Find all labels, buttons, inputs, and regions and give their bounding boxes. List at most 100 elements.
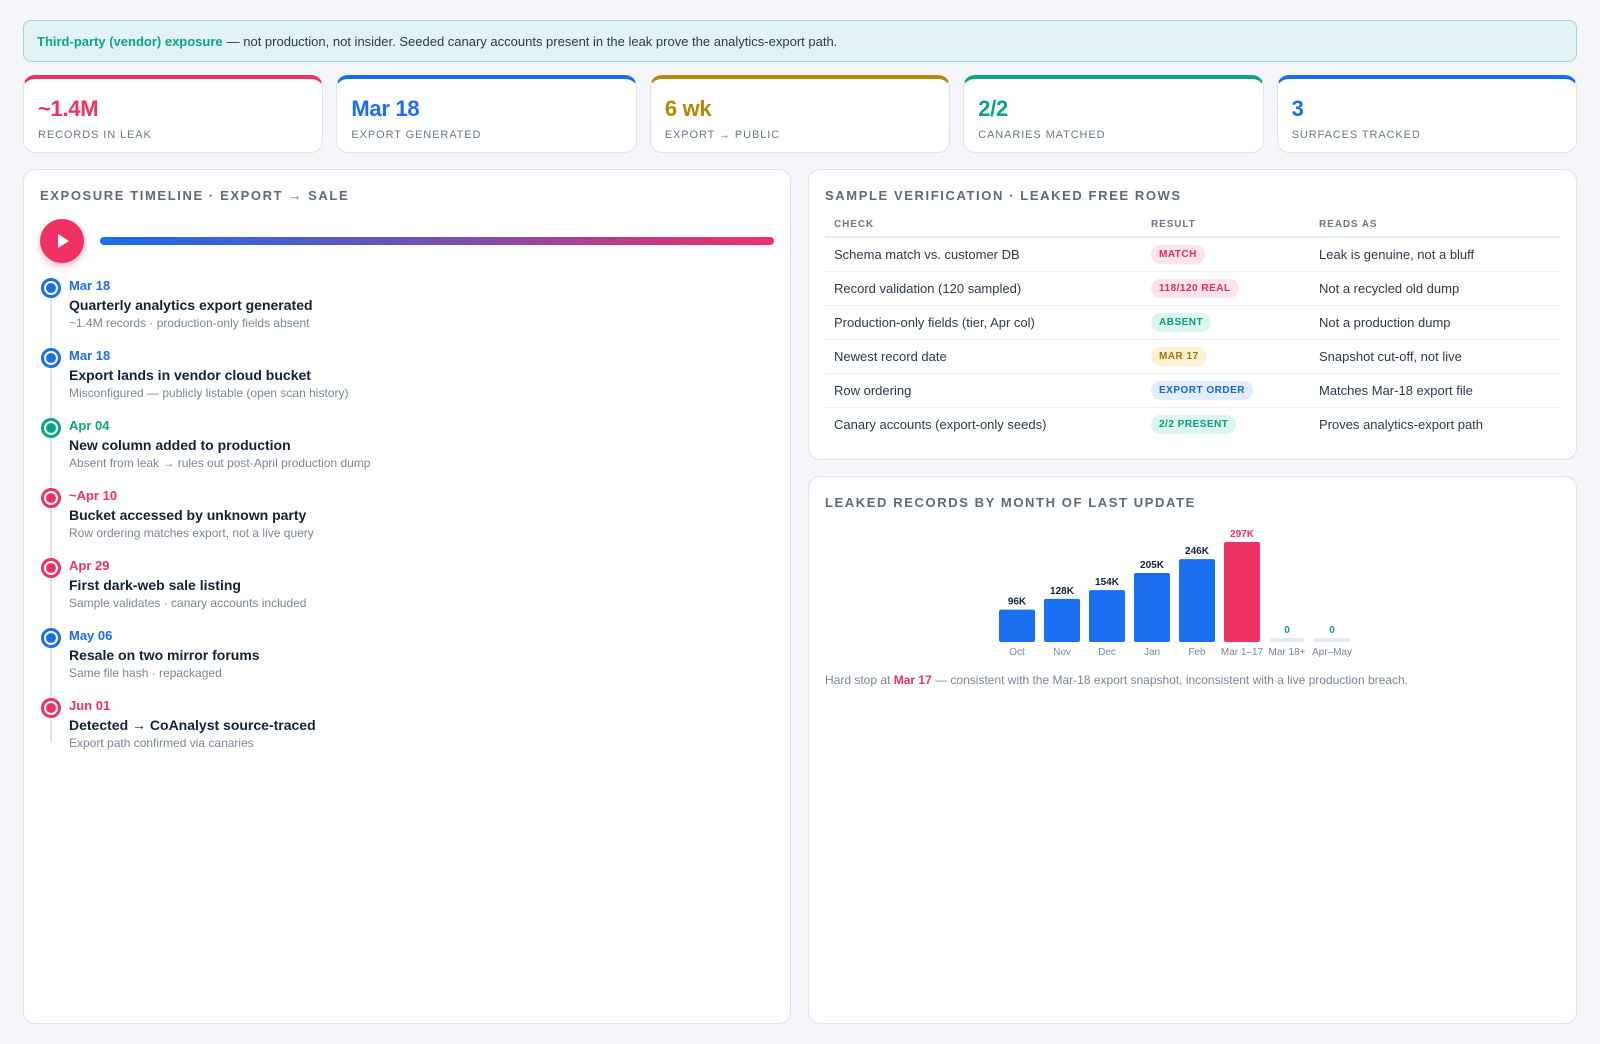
column-header-reads-as: Reads as [1310,219,1560,238]
cell-check: Production-only fields (tier, Apr col) [825,305,1142,340]
event-title: First dark-web sale listing [69,577,241,593]
cell-reads-as: Proves analytics-export path [1319,416,1484,432]
kpi-label: Export → public [664,129,780,141]
event-title: Bucket accessed by unknown party [69,507,307,523]
kpi-card-surfaces: 3 Surfaces tracked [1276,75,1578,153]
bar-value-label: 246K [1185,546,1210,557]
x-tick-label: Feb [1188,647,1206,658]
bar-Apr–May[interactable] [1314,638,1350,642]
event-title: Resale on two mirror forums [69,647,260,663]
bar-Mar 1–17[interactable] [1224,542,1260,642]
cell-reads-as: Leak is genuine, not a bluff [1310,237,1560,272]
kpi-value: Mar 18 [351,96,420,121]
cell-result: 118/120 REAL [1142,271,1310,306]
x-tick-label: Mar 1–17 [1221,647,1264,658]
event-date: Apr 29 [69,558,110,573]
bar-Jan[interactable] [1134,572,1170,642]
cell-reads-as: Not a recycled old dump [1310,271,1560,306]
event-subtitle: Export path confirmed via canaries [69,736,254,750]
table-header-row: Check Result Reads as [825,219,1560,238]
timeline-events: Mar 18 Quarterly analytics export genera… [40,275,774,765]
cell-check: Schema match vs. customer DB [825,237,1142,272]
result-badge: ABSENT [1151,312,1212,332]
timeline-event[interactable]: Apr 29 First dark-web sale listing Sampl… [40,555,774,625]
timeline-progress-bar[interactable] [100,237,774,245]
timeline-event[interactable]: Apr 04 New column added to production Ab… [40,415,774,485]
bar-Dec[interactable] [1089,590,1125,642]
result-badge: 118/120 REAL [1151,278,1239,298]
event-title: Export lands in vendor cloud bucket [69,367,311,383]
event-title: Detected → CoAnalyst source-traced [69,717,316,733]
vendor-exposure-banner: Third-party (vendor) exposure — not prod… [23,20,1577,62]
bar-value-label: 96K [1008,597,1027,608]
chart-note: Hard stop at Mar 17 — consistent with th… [825,673,1408,687]
timeline-player [40,219,774,263]
play-icon [58,234,69,248]
x-tick-label: Dec [1098,647,1116,658]
banner-text: — not production, not insider. Seeded ca… [226,33,838,49]
timeline-title: Exposure timeline · export → sale [40,188,350,203]
bar-value-label: 0 [1284,625,1290,636]
bar-Oct[interactable] [999,609,1035,642]
kpi-value: 2/2 [978,96,1008,121]
timeline-dot-icon [41,698,61,718]
result-badge: 2/2 PRESENT [1151,414,1237,434]
timeline-dot-icon [41,628,61,648]
kpi-label: Records in leak [38,129,152,141]
table-row: Record validation (120 sampled) 118/120 … [825,271,1560,306]
timeline-event[interactable]: Mar 18 Quarterly analytics export genera… [40,275,774,345]
kpi-value: 6 wk [664,96,712,121]
cell-check: Row ordering [825,373,1142,408]
kpi-value: ~1.4M [38,96,99,121]
sample-verification-panel: Sample verification · leaked free rows C… [808,169,1577,460]
timeline-dot-icon [41,418,61,438]
timeline-event[interactable]: Jun 01 Detected → CoAnalyst source-trace… [40,695,774,765]
event-date: Jun 01 [69,698,111,713]
chart-note-highlight: Mar 17 [893,673,932,687]
bar-Mar 18+[interactable] [1269,638,1305,642]
chart-title: Leaked records by month of last update [825,495,1196,510]
play-button[interactable] [40,219,84,263]
result-badge: MAR 17 [1151,346,1207,366]
event-subtitle: ~1.4M records · production-only fields a… [69,316,310,330]
cell-check: Newest record date [825,339,1142,374]
event-subtitle: Same file hash · repackaged [69,666,222,680]
cell-result: EXPORT ORDER [1142,373,1310,408]
result-badge: MATCH [1151,244,1205,264]
kpi-card-records: ~1.4M Records in leak [23,75,324,153]
result-badge: EXPORT ORDER [1151,380,1254,400]
kpi-label: Export generated [351,129,482,141]
event-date: Mar 18 [69,348,111,363]
bar-value-label: 128K [1050,586,1075,597]
kpi-card-canaries: 2/2 Canaries matched [963,75,1264,153]
column-header-check: Check [825,219,1142,238]
leaked-records-chart-panel: Leaked records by month of last update 9… [808,476,1577,1024]
event-subtitle: Row ordering matches export, not a live … [69,526,314,540]
timeline-event[interactable]: Mar 18 Export lands in vendor cloud buck… [40,345,774,415]
timeline-dot-icon [41,558,61,578]
cell-result: 2/2 PRESENT [1142,407,1310,441]
bar-Feb[interactable] [1179,559,1215,642]
table-row: Row ordering EXPORT ORDER Matches Mar-18… [825,373,1560,408]
event-title: New column added to production [69,437,291,453]
bar-Nov[interactable] [1044,598,1080,642]
chart-note-before: Hard stop at [825,673,891,687]
bar-value-label: 205K [1140,560,1165,571]
table-row: Canary accounts (export-only seeds) 2/2 … [825,407,1560,441]
timeline-dot-icon [41,348,61,368]
event-subtitle: Misconfigured — publicly listable (open … [69,386,349,400]
cell-check: Record validation (120 sampled) [825,271,1142,306]
column-header-result: Result [1142,219,1310,238]
kpi-card-export-to-public: 6 wk Export → public [649,75,951,153]
timeline-event[interactable]: ~Apr 10 Bucket accessed by unknown party… [40,485,774,555]
kpi-label: Canaries matched [978,129,1106,141]
timeline-event[interactable]: May 06 Resale on two mirror forums Same … [40,625,774,695]
cell-reads-as: Not a production dump [1310,305,1560,340]
kpi-label: Surfaces tracked [1291,129,1421,141]
verification-table: Check Result Reads as Schema match vs. c… [825,219,1560,441]
table-row: Schema match vs. customer DB MATCH Leak … [825,237,1560,272]
cell-result: MAR 17 [1142,339,1310,374]
exposure-timeline-panel: Exposure timeline · export → sale Mar 18… [23,169,791,1024]
cell-result: MATCH [1142,237,1310,272]
timeline-rail [50,287,52,742]
